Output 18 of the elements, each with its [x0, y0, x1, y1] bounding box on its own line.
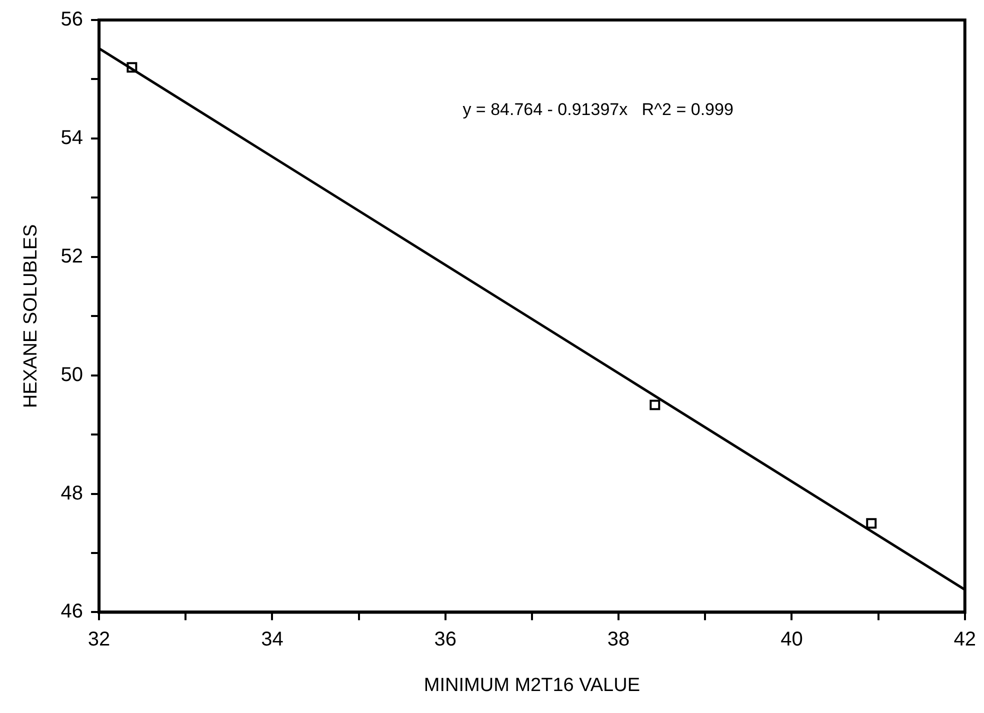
x-tick-label: 32: [88, 628, 110, 651]
y-tick-label: 54: [60, 126, 84, 149]
x-tick-label: 40: [780, 628, 803, 651]
x-tick-label: 34: [261, 628, 284, 651]
x-axis-title: MINIMUM M2T16 VALUE: [424, 674, 640, 696]
x-tick-label: 38: [607, 628, 630, 651]
y-tick-label: 48: [60, 482, 84, 504]
x-tick-label: 36: [434, 628, 457, 651]
y-tick-label: 50: [60, 364, 84, 386]
y-axis-title: HEXANE SOLUBLES: [20, 224, 42, 408]
x-tick-label: 42: [954, 628, 976, 651]
annotation: y = 84.764 - 0.91397x R^2 = 0.999: [462, 100, 734, 119]
point: [866, 518, 877, 529]
y-tick-label: 52: [60, 245, 84, 268]
point: [650, 400, 660, 410]
point: [126, 62, 138, 73]
y-tick-label: 56: [60, 8, 84, 31]
y-tick-label: 46: [60, 600, 84, 623]
